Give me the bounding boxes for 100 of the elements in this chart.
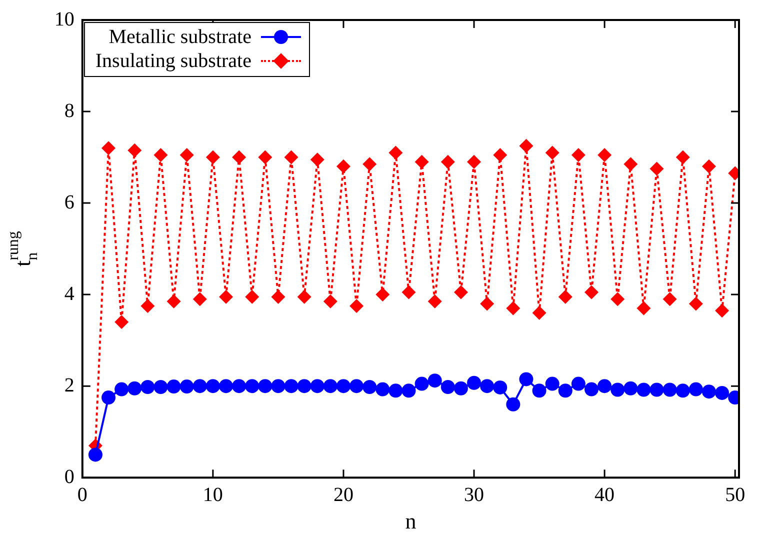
y-tick-label: 2 (64, 374, 74, 396)
point (350, 299, 364, 313)
point (454, 285, 468, 300)
point (519, 138, 534, 153)
point (362, 380, 377, 394)
point (362, 157, 377, 172)
x-tick-label: 10 (202, 484, 223, 506)
point (402, 384, 416, 398)
point (662, 292, 677, 306)
point (650, 382, 664, 397)
point (128, 143, 142, 158)
point (206, 379, 220, 394)
point (414, 376, 429, 391)
point (467, 154, 482, 169)
point (532, 306, 546, 320)
point (584, 382, 598, 396)
point (271, 290, 286, 304)
point (662, 382, 677, 397)
point (715, 304, 730, 318)
point (166, 294, 181, 308)
y-tick-label: 10 (54, 8, 74, 30)
point (284, 150, 298, 164)
point (336, 159, 350, 174)
x-tick-label: 30 (464, 484, 484, 506)
point (467, 376, 482, 390)
point (154, 380, 168, 394)
point (428, 294, 442, 308)
y-axis-title: tnrung (5, 231, 41, 267)
legend-label: Metallic substrate (108, 25, 252, 49)
point (428, 374, 442, 388)
point (480, 296, 494, 311)
point (336, 379, 350, 394)
point (558, 290, 572, 304)
point (571, 148, 586, 162)
point (297, 379, 312, 394)
point (114, 315, 129, 330)
point (245, 290, 260, 304)
point (702, 384, 716, 399)
point (688, 382, 703, 396)
point (650, 162, 664, 176)
point (688, 296, 703, 311)
point (545, 146, 560, 160)
point (114, 382, 129, 396)
point (676, 150, 690, 164)
point (232, 379, 246, 394)
point (598, 148, 612, 162)
point (584, 285, 598, 300)
point (102, 390, 116, 405)
x-tick-label: 20 (333, 484, 354, 506)
point (493, 148, 508, 162)
point (440, 154, 455, 169)
point (350, 379, 364, 394)
point (128, 381, 142, 396)
point (715, 386, 730, 400)
point (480, 379, 494, 394)
point (206, 150, 220, 164)
point (558, 384, 572, 398)
point (180, 380, 194, 394)
point (402, 285, 416, 300)
point (218, 290, 233, 304)
point (323, 294, 338, 308)
point (610, 292, 625, 306)
point (258, 150, 272, 164)
point (310, 379, 324, 394)
point (454, 381, 468, 396)
point (624, 381, 638, 396)
point (245, 379, 260, 394)
y-tick-label: 4 (64, 282, 74, 305)
point (506, 301, 520, 316)
point (166, 380, 181, 394)
point (440, 380, 455, 394)
point (180, 148, 194, 162)
point (284, 379, 298, 394)
x-tick-label: 50 (725, 484, 746, 506)
point (192, 292, 207, 306)
point (102, 141, 116, 156)
point (376, 382, 390, 396)
legend-label: Insulating substrate (95, 49, 252, 73)
x-tick-label: 40 (594, 484, 615, 506)
point (88, 448, 102, 462)
point (376, 288, 390, 302)
point (310, 152, 324, 167)
point (598, 379, 612, 394)
point (297, 290, 312, 304)
point (388, 384, 403, 398)
point (414, 154, 429, 169)
point (192, 379, 207, 394)
point (323, 379, 338, 394)
point (624, 157, 638, 172)
point (545, 376, 560, 391)
point (610, 382, 625, 397)
point (140, 380, 155, 394)
point (258, 379, 272, 394)
point (154, 148, 168, 162)
point (218, 379, 233, 394)
point (506, 397, 520, 412)
point (271, 379, 286, 394)
point (676, 384, 690, 398)
point (532, 384, 546, 398)
point (636, 382, 651, 397)
